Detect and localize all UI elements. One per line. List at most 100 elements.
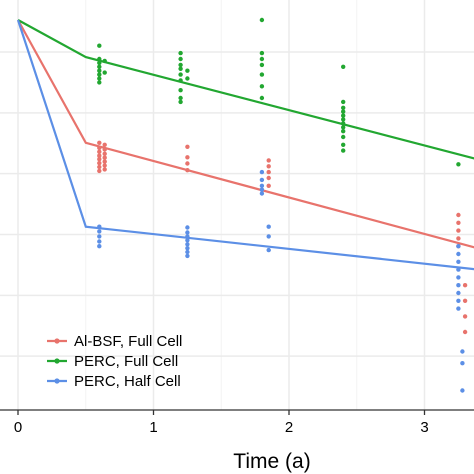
point-series-1-35 [341,125,346,130]
point-series-1-34 [341,121,346,126]
point-series-2-18 [266,224,271,229]
point-series-1-6 [97,76,102,81]
point-series-1-7 [97,80,102,85]
point-series-2-14 [259,177,265,183]
point-series-2-10 [185,246,190,251]
x-axis-title: Time (a) [233,450,310,473]
point-series-0-29 [462,283,468,288]
fit-line-series-1 [17,19,474,160]
fit-line-series-2 [16,19,474,271]
point-series-1-22 [259,50,265,56]
x-tick-label-2: 2 [285,419,293,436]
x-tick-labels: 0 1 2 3 [14,419,429,436]
point-series-1-2 [97,60,102,66]
point-series-0-9 [102,147,107,152]
point-series-2-15 [259,183,265,188]
point-series-2-8 [185,238,190,243]
point-series-2-5 [185,225,190,230]
point-series-1-17 [178,95,183,101]
point-series-0-0 [97,140,102,145]
point-series-0-5 [97,160,102,166]
legend-label-2: PERC, Half Cell [74,373,181,390]
point-series-1-11 [178,56,183,62]
data-points [97,17,468,393]
point-series-2-22 [456,251,461,257]
point-series-1-38 [341,142,346,147]
point-series-1-32 [341,113,346,118]
point-series-1-16 [178,88,183,93]
legend-label-1: PERC, Full Cell [74,353,178,370]
fit-line-series-0 [17,19,474,249]
point-series-2-21 [456,244,461,249]
point-series-0-16 [185,155,190,160]
point-series-1-8 [102,58,107,64]
point-series-0-6 [97,164,102,170]
point-series-2-19 [266,234,271,239]
point-series-2-2 [97,234,102,239]
point-series-2-27 [456,290,461,296]
point-series-0-1 [97,145,102,151]
legend-marker-1 [54,358,60,364]
grid-layer [0,0,474,410]
point-series-0-15 [185,144,190,149]
point-series-1-9 [102,70,107,75]
point-series-1-20 [185,76,190,81]
point-series-0-12 [102,159,107,164]
point-series-0-18 [185,168,190,173]
point-series-1-26 [259,84,265,89]
point-series-1-4 [97,68,102,73]
point-series-0-31 [462,314,468,319]
point-series-2-20 [266,247,271,253]
point-series-1-10 [178,50,183,56]
point-series-2-29 [456,306,461,311]
point-series-2-11 [185,249,190,255]
point-series-0-25 [456,220,461,225]
point-series-2-4 [97,244,102,249]
point-series-0-30 [462,298,468,303]
point-series-1-3 [97,64,102,70]
point-series-0-14 [102,167,107,172]
point-series-1-14 [178,72,183,77]
point-series-1-40 [456,162,461,167]
legend-marker-2 [54,378,60,384]
point-series-2-12 [185,253,190,259]
x-tick-label-0: 0 [14,419,22,436]
point-series-0-19 [266,158,271,163]
legend-marker-0 [54,338,60,344]
point-series-1-5 [97,72,102,77]
point-series-2-26 [456,283,461,288]
point-series-0-27 [456,236,461,241]
point-series-0-20 [266,164,271,169]
point-series-1-23 [259,56,265,62]
point-series-1-0 [97,43,102,48]
x-tick-label-3: 3 [420,419,428,436]
point-series-1-27 [259,95,265,101]
point-series-1-13 [178,66,183,72]
point-series-1-15 [178,78,183,83]
point-series-0-17 [185,161,190,166]
point-series-1-21 [259,17,265,23]
point-series-2-23 [456,259,461,264]
point-series-0-11 [102,155,107,160]
point-series-2-31 [460,361,465,366]
point-series-2-6 [185,230,190,235]
point-series-0-23 [266,183,271,188]
point-series-1-19 [185,68,190,73]
point-series-2-16 [259,187,265,192]
point-series-2-24 [456,267,461,272]
x-tick-label-1: 1 [149,419,157,436]
point-series-1-18 [178,99,183,105]
point-series-1-28 [341,64,346,70]
fit-lines [16,19,474,271]
point-series-1-39 [341,148,346,153]
point-series-0-3 [97,153,102,158]
point-series-1-25 [259,72,265,77]
point-series-0-24 [456,212,461,218]
point-series-2-1 [97,229,102,234]
point-series-1-37 [341,134,346,140]
point-series-2-17 [259,191,265,196]
point-series-2-3 [97,239,102,244]
point-series-0-22 [266,175,271,181]
point-series-0-7 [97,168,102,174]
